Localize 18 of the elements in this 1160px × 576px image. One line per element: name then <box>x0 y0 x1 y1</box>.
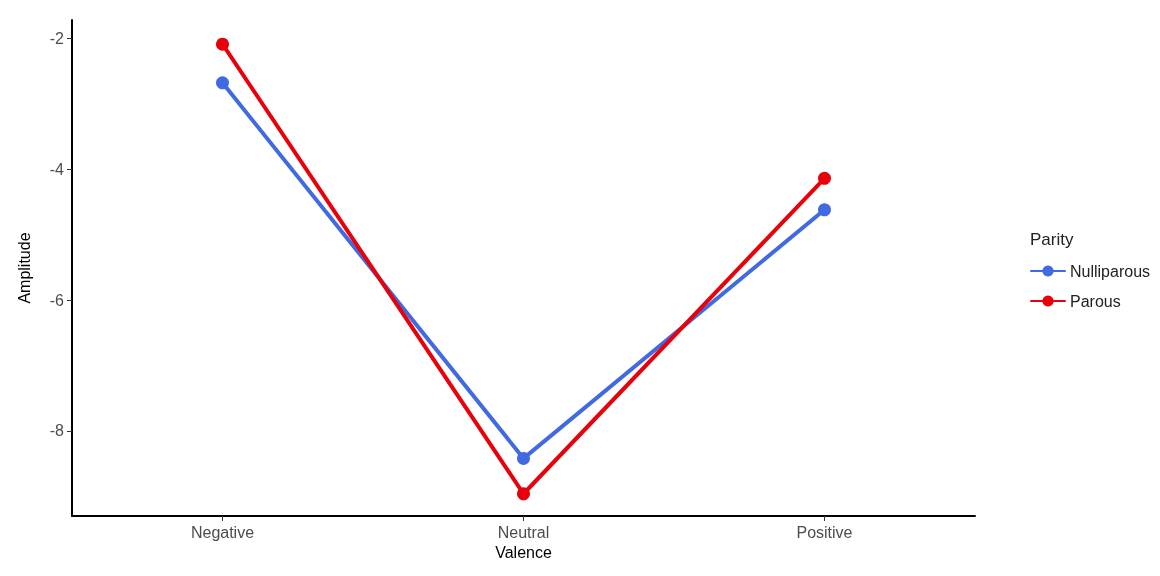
legend-label: Parous <box>1070 292 1121 310</box>
y-tick-label: -2 <box>49 29 65 47</box>
y-tick-label: -6 <box>49 291 65 309</box>
point <box>818 171 831 185</box>
x-tick-label: Negative <box>190 523 255 541</box>
legend-label: Nulliparous <box>1070 262 1151 280</box>
y-tick-label: -4 <box>49 160 65 178</box>
y-axis-title: Amplitude <box>15 232 33 304</box>
y-tick-label: -8 <box>49 422 65 440</box>
point <box>818 203 831 217</box>
point <box>216 37 229 51</box>
point <box>517 487 530 501</box>
x-tick-label: Neutral <box>497 523 550 541</box>
x-axis-title: Valence <box>495 544 552 562</box>
point <box>216 76 229 90</box>
x-tick-label: Positive <box>796 523 853 541</box>
point <box>517 451 530 465</box>
legend-title: Parity <box>1030 230 1074 249</box>
